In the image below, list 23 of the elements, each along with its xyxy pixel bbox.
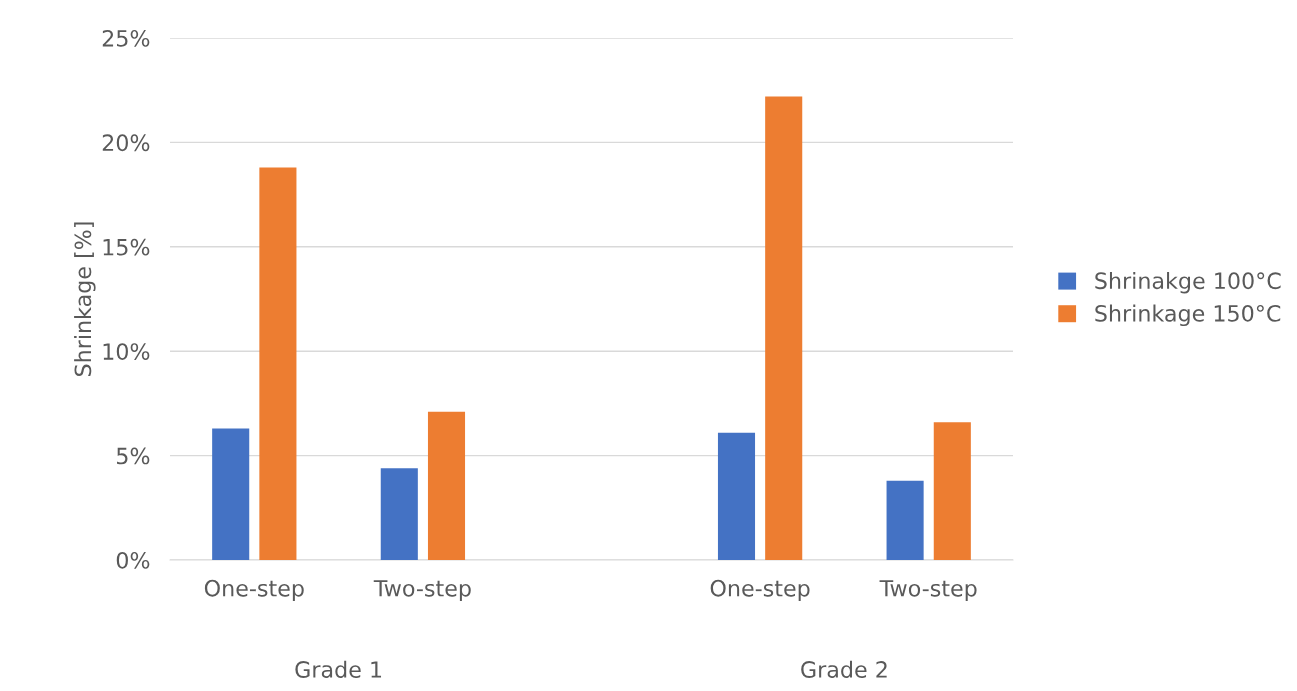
y-tick-label: 10% (103, 343, 150, 360)
bar (765, 96, 803, 560)
y-tick-label: 20% (102, 134, 150, 152)
x-tick-label: One-step (710, 579, 810, 601)
x-tick-label: Two-step (373, 580, 471, 601)
legend-label: Shrinkage 150°C (1095, 304, 1281, 327)
bar (933, 422, 971, 560)
y-tick-label: 25% (102, 29, 150, 47)
bar (259, 167, 297, 560)
x-tick-label: Two-step (879, 580, 977, 601)
bar (717, 432, 756, 560)
legend-label: Shrinakge 100°C (1095, 271, 1281, 294)
y-axis-title: Shrinkage [%] (74, 222, 96, 377)
y-tick-label: 5% (117, 447, 150, 465)
bar (427, 411, 466, 560)
bar (380, 468, 418, 560)
y-tick-label: 0% (116, 551, 150, 569)
bar (212, 428, 250, 560)
text: Grade 1 (295, 660, 382, 678)
bar (886, 480, 924, 560)
y-tick-label: 15% (103, 238, 150, 256)
text: Grade 2 (801, 660, 887, 678)
x-tick-label: One-step (204, 579, 304, 601)
